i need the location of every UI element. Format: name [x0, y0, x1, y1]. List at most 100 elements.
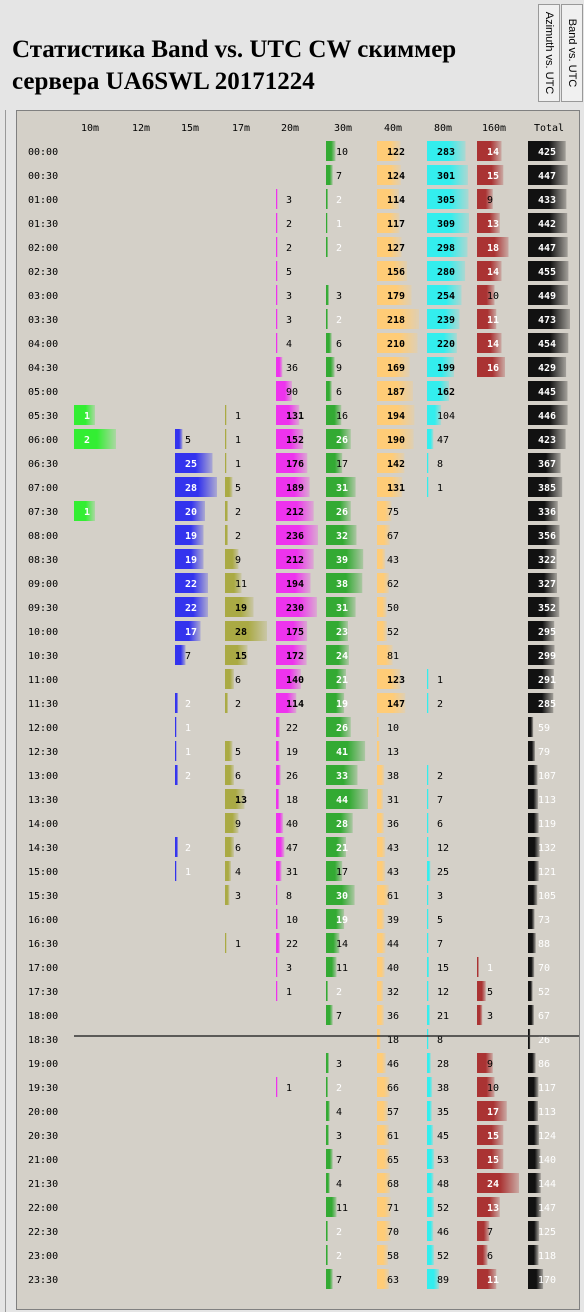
time-label: 17:30 [28, 987, 58, 998]
bar-17m-0730 [225, 501, 228, 521]
tab-azimuth-label: Azimuth vs. UTC [543, 11, 555, 95]
value-label-160m: 11 [487, 315, 499, 326]
bar-30m-0800 [326, 525, 357, 545]
bar-15m-0930 [175, 597, 208, 617]
bar-17m-1100 [225, 669, 234, 689]
bar-30m-1630 [326, 933, 340, 953]
bar-total-1630 [528, 933, 536, 953]
value-label-15m: 25 [185, 459, 197, 470]
bar-160m-2100 [477, 1149, 504, 1169]
value-label-40m: 70 [387, 1227, 399, 1238]
value-label-15m: 5 [185, 435, 191, 446]
value-label-total: 322 [538, 555, 556, 566]
value-label-80m: 220 [437, 339, 455, 350]
tab-azimuth-vs-utc[interactable]: Azimuth vs. UTC [538, 4, 560, 102]
value-label-17m: 2 [235, 531, 241, 542]
bar-15m-1200 [175, 717, 177, 737]
bar-15m-0900 [175, 573, 208, 593]
bar-30m-0530 [326, 405, 342, 425]
value-label-total: 291 [538, 675, 556, 686]
bar-40m-0900 [377, 573, 389, 593]
bar-total-1030 [528, 645, 555, 665]
bar-30m-2000 [326, 1101, 330, 1121]
tab-band-vs-utc[interactable]: Band vs. UTC [561, 4, 583, 102]
bar-30m-1000 [326, 621, 348, 641]
bar-17m-1530 [225, 885, 230, 905]
value-label-total: 88 [538, 939, 550, 950]
value-label-80m: 1 [437, 483, 443, 494]
bar-20m-0500 [276, 381, 292, 401]
bar-30m-1030 [326, 645, 349, 665]
value-label-160m: 3 [487, 1011, 493, 1022]
value-label-total: 446 [538, 411, 556, 422]
value-label-40m: 210 [387, 339, 405, 350]
value-label-30m: 11 [336, 1203, 348, 1214]
bar-30m-0300 [326, 285, 329, 305]
bar-80m-1400 [427, 813, 429, 833]
value-label-80m: 46 [437, 1227, 449, 1238]
page-title: Статистика Band vs. UTC CW скиммер серве… [12, 36, 457, 95]
bar-30m-1400 [326, 813, 353, 833]
bar-total-1700 [528, 957, 535, 977]
bar-20m-1600 [276, 909, 278, 929]
value-label-30m: 4 [336, 1107, 342, 1118]
time-label: 09:00 [28, 579, 58, 590]
value-label-20m: 3 [286, 291, 292, 302]
bar-30m-1330 [326, 789, 368, 809]
value-label-80m: 309 [437, 219, 455, 230]
bar-40m-1130 [377, 693, 406, 713]
bar-40m-0100 [377, 189, 399, 209]
bar-20m-0430 [276, 357, 283, 377]
bar-40m-0130 [377, 213, 400, 233]
time-label: 12:30 [28, 747, 58, 758]
value-label-total: 423 [538, 435, 556, 446]
bar-40m-0930 [377, 597, 387, 617]
value-label-30m: 39 [336, 555, 348, 566]
bar-17m-0530 [225, 405, 227, 425]
value-label-30m: 1 [336, 219, 342, 230]
bar-total-1400 [528, 813, 539, 833]
bar-17m-1500 [225, 861, 231, 881]
value-label-40m: 40 [387, 963, 399, 974]
bar-80m-2030 [427, 1125, 434, 1145]
value-label-40m: 194 [387, 411, 405, 422]
bar-160m-2000 [477, 1101, 507, 1121]
bar-17m-0830 [225, 549, 239, 569]
bar-80m-2330 [427, 1269, 440, 1289]
value-label-total: 52 [538, 987, 550, 998]
bar-40m-1100 [377, 669, 401, 689]
time-label: 14:30 [28, 843, 58, 854]
bar-80m-0230 [427, 261, 466, 281]
bar-30m-0400 [326, 333, 332, 353]
value-label-total: 125 [538, 1227, 556, 1238]
bar-40m-0030 [377, 165, 401, 185]
value-label-160m: 18 [487, 243, 499, 254]
value-label-30m: 21 [336, 675, 348, 686]
value-label-total: 447 [538, 243, 556, 254]
value-label-20m: 18 [286, 795, 298, 806]
time-label: 22:30 [28, 1227, 58, 1238]
value-label-20m: 140 [286, 675, 304, 686]
value-label-20m: 176 [286, 459, 304, 470]
bar-40m-0200 [377, 237, 402, 257]
bar-30m-0330 [326, 309, 328, 329]
value-label-40m: 57 [387, 1107, 399, 1118]
bar-160m-0400 [477, 333, 502, 353]
value-label-30m: 21 [336, 843, 348, 854]
bar-20m-0630 [276, 453, 308, 473]
bar-40m-0730 [377, 501, 392, 521]
bar-80m-0430 [427, 357, 454, 377]
value-label-total: 118 [538, 1251, 556, 1262]
value-label-20m: 2 [286, 243, 292, 254]
value-label-15m: 1 [185, 867, 191, 878]
value-label-10m: 1 [84, 411, 90, 422]
bar-80m-2300 [427, 1245, 435, 1265]
value-label-30m: 14 [336, 939, 348, 950]
value-label-20m: 26 [286, 771, 298, 782]
value-label-80m: 52 [437, 1251, 449, 1262]
value-label-80m: 12 [437, 987, 449, 998]
bar-40m-0500 [377, 381, 413, 401]
bar-80m-0200 [427, 237, 468, 257]
value-label-total: 147 [538, 1203, 556, 1214]
bar-160m-1700 [477, 957, 479, 977]
